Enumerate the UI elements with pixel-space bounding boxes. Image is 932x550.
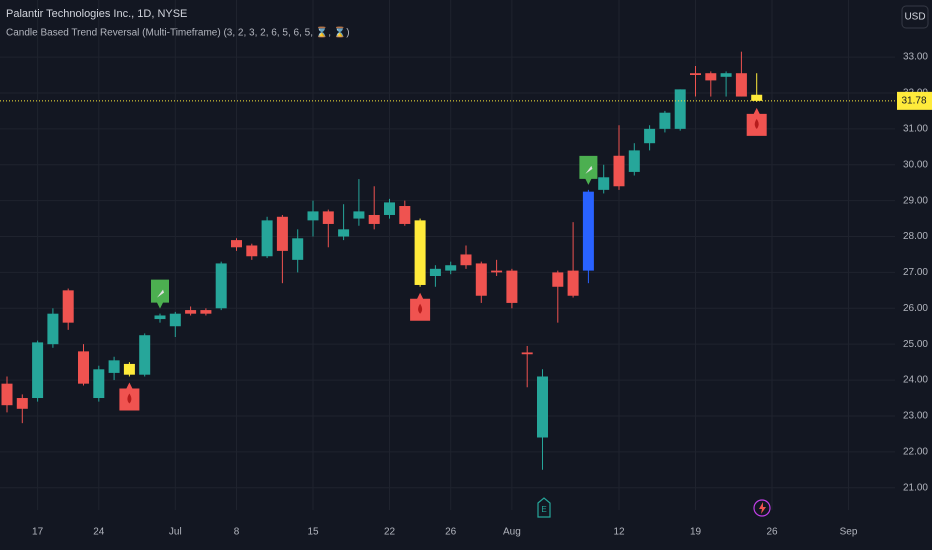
- x-tick-label: Aug: [503, 527, 521, 538]
- candle-body: [169, 313, 181, 327]
- candle-body: [644, 128, 656, 144]
- y-tick-label: 30.00: [903, 159, 928, 170]
- candle-body: [123, 363, 135, 375]
- candle-body: [582, 191, 594, 271]
- x-tick-label: 8: [234, 527, 240, 538]
- candle-body: [414, 220, 426, 285]
- x-tick-label: 19: [690, 527, 702, 538]
- candle-body: [185, 310, 197, 314]
- y-tick-label: 33.00: [903, 52, 928, 63]
- y-tick-label: 24.00: [903, 375, 928, 386]
- last-price-box: [897, 91, 932, 110]
- candle-body: [445, 265, 457, 271]
- candle-body: [598, 177, 610, 190]
- candle-body: [16, 398, 28, 409]
- candle-body: [1, 383, 13, 406]
- candle-body: [246, 245, 258, 257]
- y-tick-label: 28.00: [903, 231, 928, 242]
- y-tick-label: 23.00: [903, 411, 928, 422]
- candle-body: [659, 112, 671, 129]
- sell-icon: [754, 118, 759, 129]
- grid: [0, 0, 895, 510]
- candle-body: [567, 270, 579, 296]
- currency[interactable]: USD: [904, 12, 925, 23]
- candle-body: [93, 369, 105, 399]
- candle-body: [139, 335, 151, 375]
- y-tick-label: 31.00: [903, 123, 928, 134]
- x-tick-label: 26: [445, 527, 457, 538]
- candle-body: [292, 238, 304, 260]
- sell-icon: [127, 393, 132, 404]
- candle-body: [720, 73, 732, 77]
- candle-body: [521, 352, 533, 355]
- candle-body: [690, 73, 701, 76]
- dividend-icon: [753, 499, 771, 517]
- currency-box[interactable]: [901, 5, 929, 29]
- candle-body: [154, 315, 166, 320]
- svg-text:E: E: [541, 505, 546, 514]
- candle-body: [613, 155, 625, 187]
- candle-body: [62, 290, 74, 323]
- plot: [0, 51, 895, 470]
- candle-body: [261, 220, 273, 257]
- candle-body: [552, 272, 564, 287]
- x-tick-label: 22: [384, 527, 396, 538]
- candle-body: [78, 351, 89, 384]
- candle-body: [368, 214, 380, 224]
- x-tick-label: 24: [93, 527, 105, 538]
- candle-body: [429, 268, 441, 276]
- y-tick-label: 21.00: [903, 482, 928, 493]
- x-tick-label: 15: [307, 527, 319, 538]
- buy-icon: [585, 165, 593, 174]
- y-tick-label: 22.00: [903, 446, 928, 457]
- y-tick-label: 27.00: [903, 267, 928, 278]
- y-tick-label: 29.00: [903, 195, 928, 206]
- candle-body: [231, 240, 242, 248]
- candle-body: [491, 270, 503, 273]
- candle-body: [506, 270, 518, 303]
- candle-body: [338, 229, 350, 237]
- indicator-title: Candle Based Trend Reversal (Multi-Timef…: [6, 26, 350, 39]
- candle-body: [537, 376, 548, 438]
- buy-icon: [157, 289, 164, 298]
- candle-body: [399, 206, 411, 224]
- y-tick-label: 26.00: [903, 303, 928, 314]
- candle-body: [32, 342, 44, 399]
- candle-body: [307, 211, 319, 221]
- candle-body: [674, 89, 686, 129]
- candle-body: [460, 254, 472, 266]
- x-tick-label: 17: [32, 527, 44, 538]
- x-tick-label: 12: [613, 527, 625, 538]
- candle-body: [475, 263, 487, 296]
- candle-body: [735, 73, 747, 97]
- candle-body: [276, 216, 288, 251]
- candle-body: [751, 94, 763, 101]
- x-tick-label: Jul: [169, 527, 182, 538]
- candle-body: [384, 202, 395, 215]
- sell-icon: [418, 303, 423, 314]
- candle-body: [47, 313, 59, 345]
- candle-body: [353, 211, 365, 219]
- last-price-label: 31.78: [901, 95, 926, 106]
- candle-body: [200, 310, 212, 314]
- y-tick-label: 25.00: [903, 339, 928, 350]
- candle-body: [108, 360, 120, 373]
- candle-body: [322, 211, 334, 224]
- symbol-title: Palantir Technologies Inc., 1D, NYSE: [6, 8, 187, 20]
- x-tick-label: 26: [766, 527, 778, 538]
- x-tick-label: Sep: [840, 527, 858, 538]
- candle-body: [628, 150, 640, 172]
- candle-body: [705, 73, 717, 81]
- earnings-icon: E: [537, 497, 551, 518]
- candle-body: [215, 263, 227, 309]
